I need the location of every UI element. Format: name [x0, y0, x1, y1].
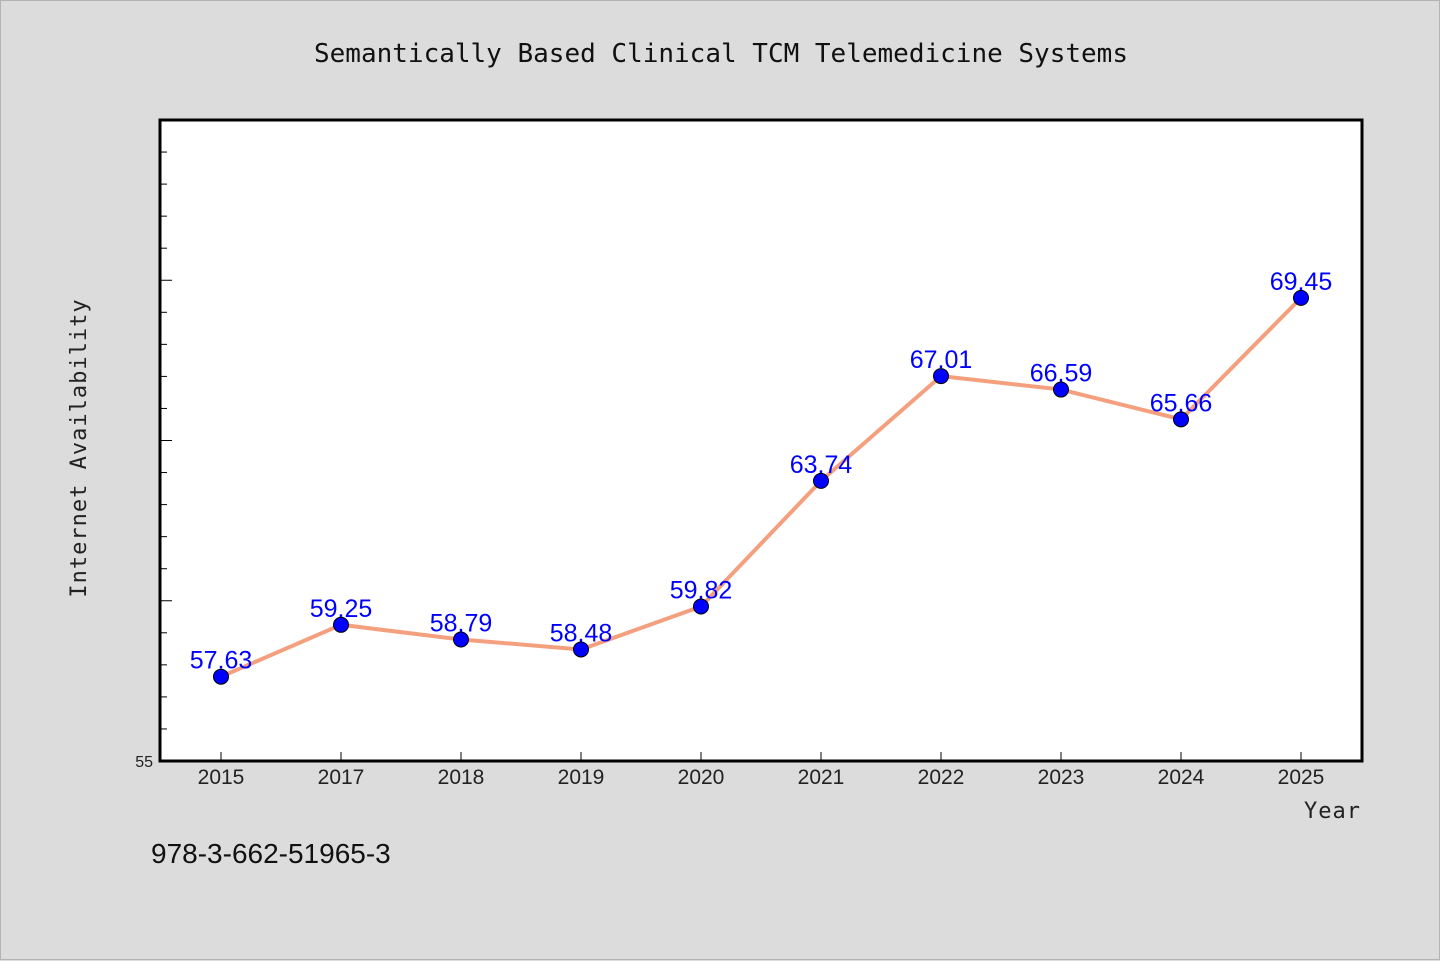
data-label: 57.63 [190, 647, 253, 675]
data-label: 67.01 [910, 346, 973, 374]
x-tick-label: 2021 [798, 766, 845, 789]
y-axis-ticks [160, 151, 172, 730]
x-axis-ticks [220, 752, 1302, 761]
data-point [1053, 381, 1069, 398]
data-point [1173, 411, 1189, 428]
x-axis-tick-labels: 2015 2017 2018 2019 2020 2021 2022 2023 2024 2025 [198, 766, 1325, 789]
y-axis-min-label: 55 [135, 754, 153, 771]
plot-area [158, 118, 1364, 763]
x-tick-label: 2018 [438, 766, 485, 789]
chart-title: Semantically Based Clinical TCM Telemedi… [314, 39, 1128, 69]
data-point [693, 598, 709, 615]
x-tick-label: 2017 [318, 766, 365, 789]
data-label: 58.79 [430, 610, 493, 638]
x-tick-label: 2023 [1038, 766, 1085, 789]
y-axis-label: Internet Availability [67, 298, 92, 597]
x-axis-label: Year [1304, 799, 1361, 824]
data-point [1293, 289, 1309, 306]
series-line [220, 296, 1303, 679]
data-label: 58.48 [550, 619, 613, 647]
data-label: 66.59 [1030, 360, 1093, 388]
series-markers-group [213, 289, 1309, 685]
series-labels-group: 57.63 59.25 58.79 58.48 59.82 63.74 67.01 66.59… [190, 268, 1333, 675]
data-label: 63.74 [790, 451, 853, 479]
x-tick-label: 2024 [1158, 766, 1205, 789]
data-label: 69.45 [1270, 268, 1333, 296]
data-point [933, 368, 949, 385]
footer-code: 978-3-662-51965-3 [151, 838, 391, 869]
data-point [213, 668, 229, 685]
data-point [573, 641, 589, 658]
data-label: 65.66 [1150, 389, 1213, 417]
x-tick-label: 2020 [678, 766, 725, 789]
data-label: 59.25 [310, 595, 373, 623]
data-point [333, 616, 349, 633]
x-tick-label: 2015 [198, 766, 245, 789]
x-tick-label: 2025 [1278, 766, 1325, 789]
x-tick-label: 2022 [918, 766, 965, 789]
data-point [813, 472, 829, 489]
series-line-group [220, 296, 1303, 679]
data-label: 59.82 [670, 577, 733, 605]
x-tick-label: 2019 [558, 766, 605, 789]
data-point [453, 631, 469, 648]
